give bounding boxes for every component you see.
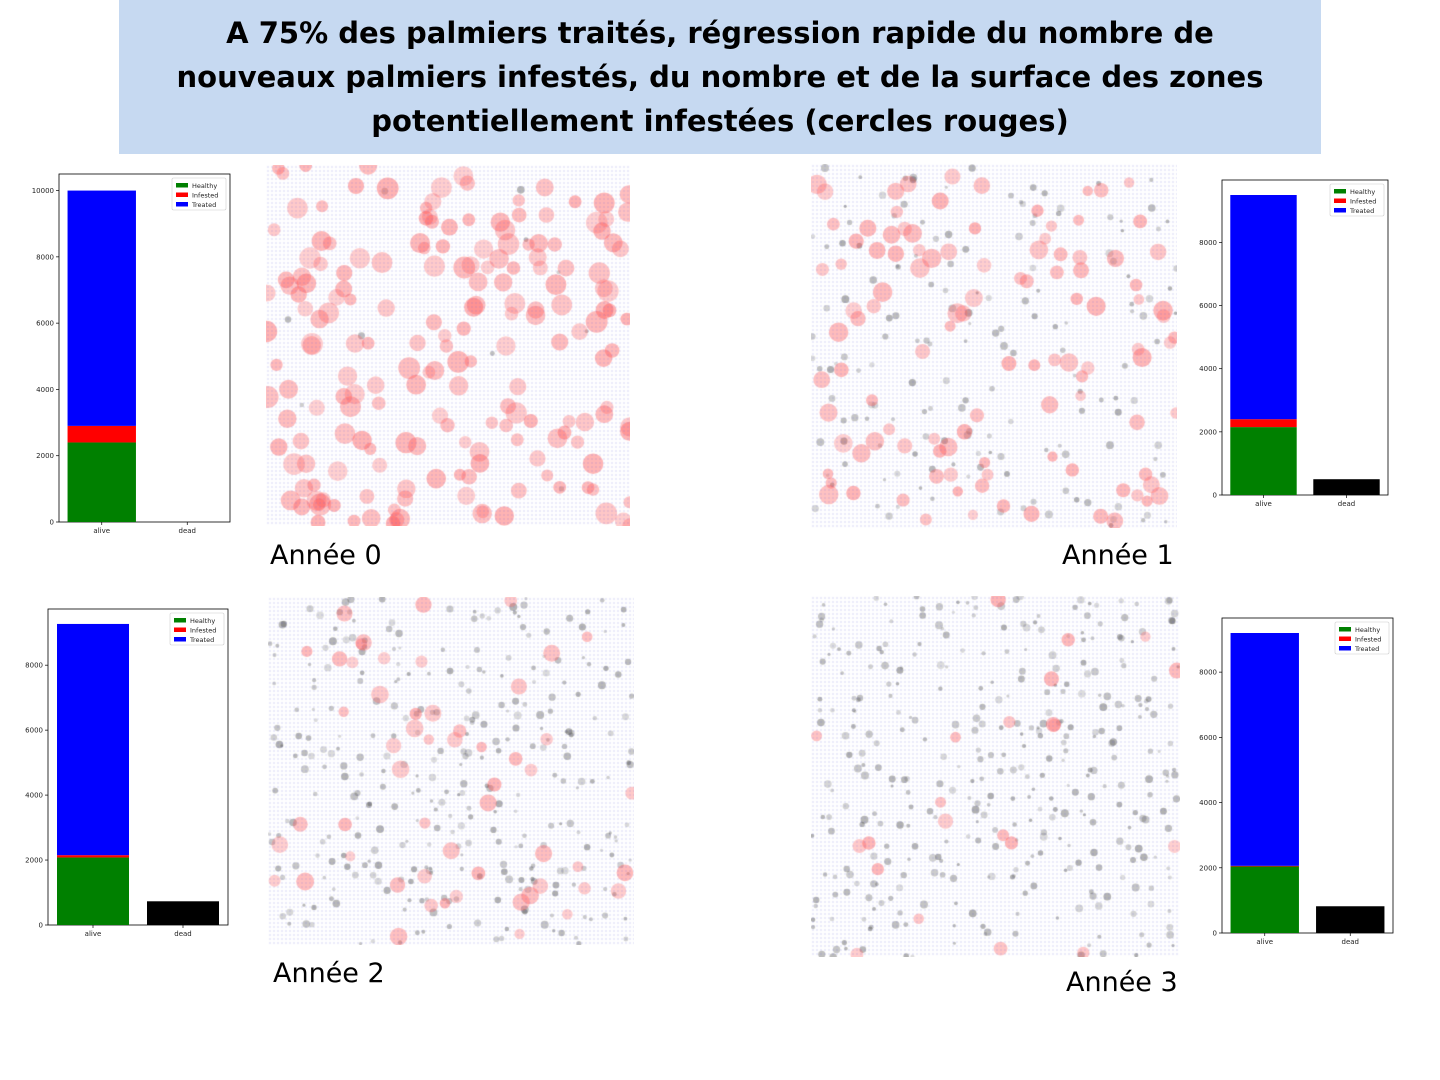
chart-svg: 0 2000 4000 6000 8000 alive dead HealthyInfeste…: [25, 608, 229, 938]
x-category-label: alive: [1256, 938, 1273, 946]
y-tick-label: 2000: [1199, 864, 1217, 872]
legend-label-treated: Treated: [1349, 207, 1374, 215]
legend-swatch-healthy: [1339, 627, 1351, 632]
bar-dead: [1316, 906, 1385, 933]
y-tick-label: 0: [39, 922, 43, 930]
bar-infested: [1230, 419, 1297, 428]
x-category-label: alive: [85, 930, 102, 938]
y-tick-label: 0: [1213, 492, 1217, 500]
chart-svg: 0 2000 4000 6000 8000 10000 alive dead HealthyIn…: [32, 173, 231, 535]
bar-healthy: [67, 442, 136, 522]
legend-label-infested: Infested: [1350, 197, 1376, 205]
axes-frame: [58, 173, 231, 523]
legend-swatch-infested: [1339, 636, 1351, 641]
legend-label-healthy: Healthy: [1355, 626, 1380, 634]
infestation-map-year-3: [811, 596, 1180, 957]
x-category-label: dead: [174, 930, 191, 938]
y-tick-label: 0: [1213, 930, 1217, 938]
year-label-1: Année 1: [1062, 540, 1174, 571]
legend-swatch-healthy: [176, 183, 188, 188]
bar-chart-year-0: 0 2000 4000 6000 8000 10000 alive dead Healthy In…: [25, 162, 240, 567]
y-tick-label: 10000: [32, 187, 54, 195]
bar-chart-year-3: 0 2000 4000 6000 8000 alive dead Healthy Infeste…: [1188, 606, 1403, 978]
infestation-map-year-1: [811, 164, 1177, 528]
legend-label-infested: Infested: [192, 191, 218, 199]
bar-treated: [67, 190, 136, 426]
bar-healthy: [1230, 427, 1297, 495]
x-category-label: alive: [93, 527, 110, 535]
y-tick-label: 2000: [1199, 428, 1217, 436]
bar-treated: [1230, 195, 1297, 420]
legend-label-treated: Treated: [189, 636, 214, 644]
year-label-2: Année 2: [273, 958, 385, 989]
page-title: A 75% des palmiers traités, régression r…: [176, 16, 1264, 138]
legend-label-treated: Treated: [1354, 645, 1379, 653]
chart-svg: 0 2000 4000 6000 8000 alive dead HealthyInfeste…: [1199, 179, 1389, 508]
legend-label-healthy: Healthy: [192, 182, 217, 190]
bar-infested: [1230, 865, 1299, 867]
legend-label-infested: Infested: [1355, 635, 1381, 643]
legend-label-infested: Infested: [190, 626, 216, 634]
legend-swatch-treated: [174, 637, 186, 642]
infestation-map-year-2: [268, 597, 634, 945]
bar-healthy: [57, 857, 129, 925]
map-canvas: [811, 164, 1177, 528]
bar-chart-year-1: 0 2000 4000 6000 8000 alive dead Healthy Infeste…: [1188, 168, 1398, 540]
y-tick-label: 6000: [1199, 302, 1217, 310]
legend-swatch-infested: [176, 192, 188, 197]
y-tick-label: 0: [50, 519, 54, 527]
legend-label-healthy: Healthy: [190, 617, 215, 625]
legend-swatch-treated: [176, 202, 188, 207]
legend-swatch-infested: [1334, 198, 1346, 203]
map-canvas: [811, 596, 1180, 957]
y-tick-label: 2000: [25, 857, 43, 865]
y-tick-label: 4000: [1199, 365, 1217, 373]
axes-frame: [1221, 179, 1389, 496]
chart-svg: 0 2000 4000 6000 8000 alive dead HealthyInfeste…: [1199, 617, 1394, 946]
legend-label-healthy: Healthy: [1350, 188, 1375, 196]
y-tick-label: 4000: [36, 386, 54, 394]
legend-swatch-healthy: [1334, 189, 1346, 194]
bar-treated: [1230, 633, 1299, 866]
bar-dead: [147, 901, 219, 925]
title-banner: A 75% des palmiers traités, régression r…: [119, 0, 1321, 154]
axes-frame: [1221, 617, 1394, 934]
legend-swatch-infested: [174, 627, 186, 632]
bar-infested: [67, 425, 136, 443]
y-tick-label: 2000: [36, 452, 54, 460]
infestation-map-year-0: [266, 165, 630, 526]
axes-frame: [47, 608, 229, 926]
bar-treated: [57, 623, 129, 856]
legend-label-treated: Treated: [191, 201, 216, 209]
y-tick-label: 8000: [1199, 239, 1217, 247]
bar-dead: [1313, 479, 1380, 495]
y-tick-label: 6000: [36, 320, 54, 328]
bar-chart-year-2: 0 2000 4000 6000 8000 alive dead Healthy Infeste…: [14, 597, 238, 970]
x-category-label: alive: [1255, 500, 1272, 508]
bar-healthy: [1230, 866, 1299, 933]
map-canvas: [266, 165, 630, 526]
legend-swatch-healthy: [174, 618, 186, 623]
y-tick-label: 6000: [25, 727, 43, 735]
legend-swatch-treated: [1334, 208, 1346, 213]
legend-swatch-treated: [1339, 646, 1351, 651]
y-tick-label: 4000: [25, 792, 43, 800]
x-category-label: dead: [1338, 500, 1355, 508]
bar-infested: [57, 855, 129, 858]
y-tick-label: 8000: [25, 662, 43, 670]
y-tick-label: 4000: [1199, 799, 1217, 807]
year-label-3: Année 3: [1066, 967, 1178, 998]
map-canvas: [268, 597, 634, 945]
y-tick-label: 6000: [1199, 734, 1217, 742]
x-category-label: dead: [179, 527, 196, 535]
year-label-0: Année 0: [270, 540, 382, 571]
y-tick-label: 8000: [36, 253, 54, 261]
x-category-label: dead: [1342, 938, 1359, 946]
y-tick-label: 8000: [1199, 669, 1217, 677]
